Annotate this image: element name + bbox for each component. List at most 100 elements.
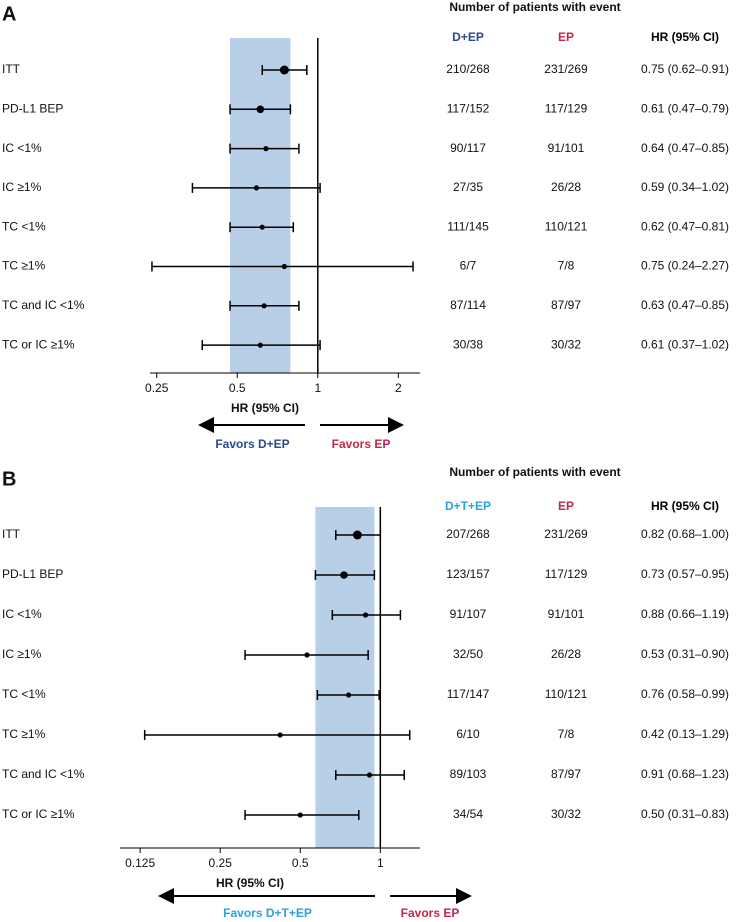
- control-events: 110/121: [545, 219, 588, 233]
- x-axis-label: HR (95% CI): [216, 876, 284, 890]
- row-label: TC and IC <1%: [2, 298, 85, 312]
- arm-events: 207/268: [446, 527, 490, 541]
- control-events: 117/129: [545, 101, 588, 115]
- column-header: EP: [558, 499, 574, 513]
- column-header: HR (95% CI): [651, 30, 719, 44]
- hr-label: 0.64 (0.47–0.85): [641, 141, 729, 155]
- hr-point: [340, 571, 348, 579]
- arm-events: 117/152: [447, 101, 490, 115]
- row-label: ITT: [2, 527, 21, 541]
- hr-point: [261, 303, 267, 309]
- column-header: HR (95% CI): [651, 499, 719, 513]
- x-tick-label: 0.125: [125, 856, 155, 870]
- ci-band: [315, 507, 375, 848]
- arm-events: 6/10: [456, 727, 480, 741]
- x-tick-label: 0.25: [145, 381, 169, 395]
- arm-events: 87/114: [450, 298, 486, 312]
- favors-label: Favors EP: [401, 906, 460, 920]
- hr-label: 0.42 (0.13–1.29): [641, 727, 729, 741]
- arm-events: 117/147: [447, 687, 490, 701]
- hr-label: 0.73 (0.57–0.95): [641, 567, 729, 581]
- x-tick-label: 2: [395, 381, 402, 395]
- control-events: 231/269: [544, 62, 588, 76]
- control-events: 87/97: [551, 767, 581, 781]
- control-events: 30/32: [551, 337, 581, 351]
- hr-point: [263, 146, 269, 152]
- row-label: IC ≥1%: [2, 180, 42, 194]
- row-label: TC or IC ≥1%: [2, 807, 75, 821]
- hr-label: 0.75 (0.62–0.91): [641, 62, 729, 76]
- arm-events: 27/35: [453, 180, 483, 194]
- x-tick-label: 1: [377, 856, 384, 870]
- row-label: IC ≥1%: [2, 647, 42, 661]
- row-label: IC <1%: [2, 141, 42, 155]
- control-events: 7/8: [558, 259, 575, 273]
- control-events: 91/101: [548, 141, 585, 155]
- arm-events: 210/268: [446, 62, 490, 76]
- favors-label: Favors D+EP: [215, 437, 289, 451]
- hr-point: [281, 263, 287, 270]
- column-group-title: Number of patients with event: [449, 465, 620, 479]
- control-events: 7/8: [558, 727, 575, 741]
- row-label: TC <1%: [2, 687, 46, 701]
- row-label: TC ≥1%: [2, 727, 46, 741]
- arm-events: 111/145: [447, 219, 489, 233]
- hr-point: [346, 692, 352, 698]
- panel-label: A: [2, 3, 16, 25]
- hr-point: [352, 530, 362, 540]
- control-events: 26/28: [551, 647, 581, 661]
- row-label: IC <1%: [2, 607, 42, 621]
- control-events: 30/32: [551, 807, 581, 821]
- column-header: D+EP: [452, 30, 484, 44]
- hr-label: 0.53 (0.31–0.90): [641, 647, 729, 661]
- hr-label: 0.82 (0.68–1.00): [641, 527, 729, 541]
- hr-point: [366, 772, 373, 778]
- hr-point: [253, 185, 260, 191]
- control-events: 231/269: [544, 527, 588, 541]
- arm-events: 89/103: [450, 767, 487, 781]
- hr-point: [304, 652, 310, 658]
- arm-events: 123/157: [446, 567, 490, 581]
- hr-point: [259, 224, 265, 230]
- column-header: EP: [558, 30, 574, 44]
- row-label: TC ≥1%: [2, 259, 46, 273]
- row-label: TC and IC <1%: [2, 767, 85, 781]
- hr-label: 0.75 (0.24–2.27): [641, 259, 729, 273]
- hr-point: [297, 812, 303, 818]
- arm-events: 30/38: [453, 337, 483, 351]
- control-events: 87/97: [551, 298, 581, 312]
- panel-label: B: [2, 468, 16, 490]
- hr-label: 0.50 (0.31–0.83): [641, 807, 729, 821]
- favors-label: Favors EP: [332, 437, 391, 451]
- favors-label: Favors D+T+EP: [223, 906, 312, 920]
- arm-events: 6/7: [460, 259, 477, 273]
- row-label: PD-L1 BEP: [2, 101, 63, 115]
- hr-point: [362, 612, 369, 618]
- x-tick-label: 0.25: [209, 856, 233, 870]
- x-tick-label: 0.5: [229, 381, 246, 395]
- arm-events: 32/50: [453, 647, 483, 661]
- ci-band: [230, 38, 291, 373]
- hr-label: 0.91 (0.68–1.23): [641, 767, 729, 781]
- hr-label: 0.61 (0.37–1.02): [641, 337, 729, 351]
- arm-events: 34/54: [453, 807, 483, 821]
- hr-point: [257, 342, 263, 348]
- control-events: 110/121: [545, 687, 588, 701]
- control-events: 117/129: [545, 567, 588, 581]
- hr-label: 0.63 (0.47–0.85): [641, 298, 729, 312]
- row-label: ITT: [2, 62, 21, 76]
- hr-label: 0.59 (0.34–1.02): [641, 180, 729, 194]
- control-events: 91/101: [548, 607, 585, 621]
- row-label: TC <1%: [2, 219, 46, 233]
- hr-point: [256, 105, 265, 114]
- x-tick-label: 1: [314, 381, 321, 395]
- hr-point: [277, 732, 283, 738]
- arm-events: 91/107: [450, 607, 487, 621]
- row-label: TC or IC ≥1%: [2, 337, 75, 351]
- hr-label: 0.62 (0.47–0.81): [641, 219, 729, 233]
- hr-label: 0.76 (0.58–0.99): [641, 687, 729, 701]
- hr-label: 0.61 (0.47–0.79): [641, 101, 729, 115]
- hr-label: 0.88 (0.66–1.19): [641, 607, 729, 621]
- x-axis-label: HR (95% CI): [231, 401, 299, 415]
